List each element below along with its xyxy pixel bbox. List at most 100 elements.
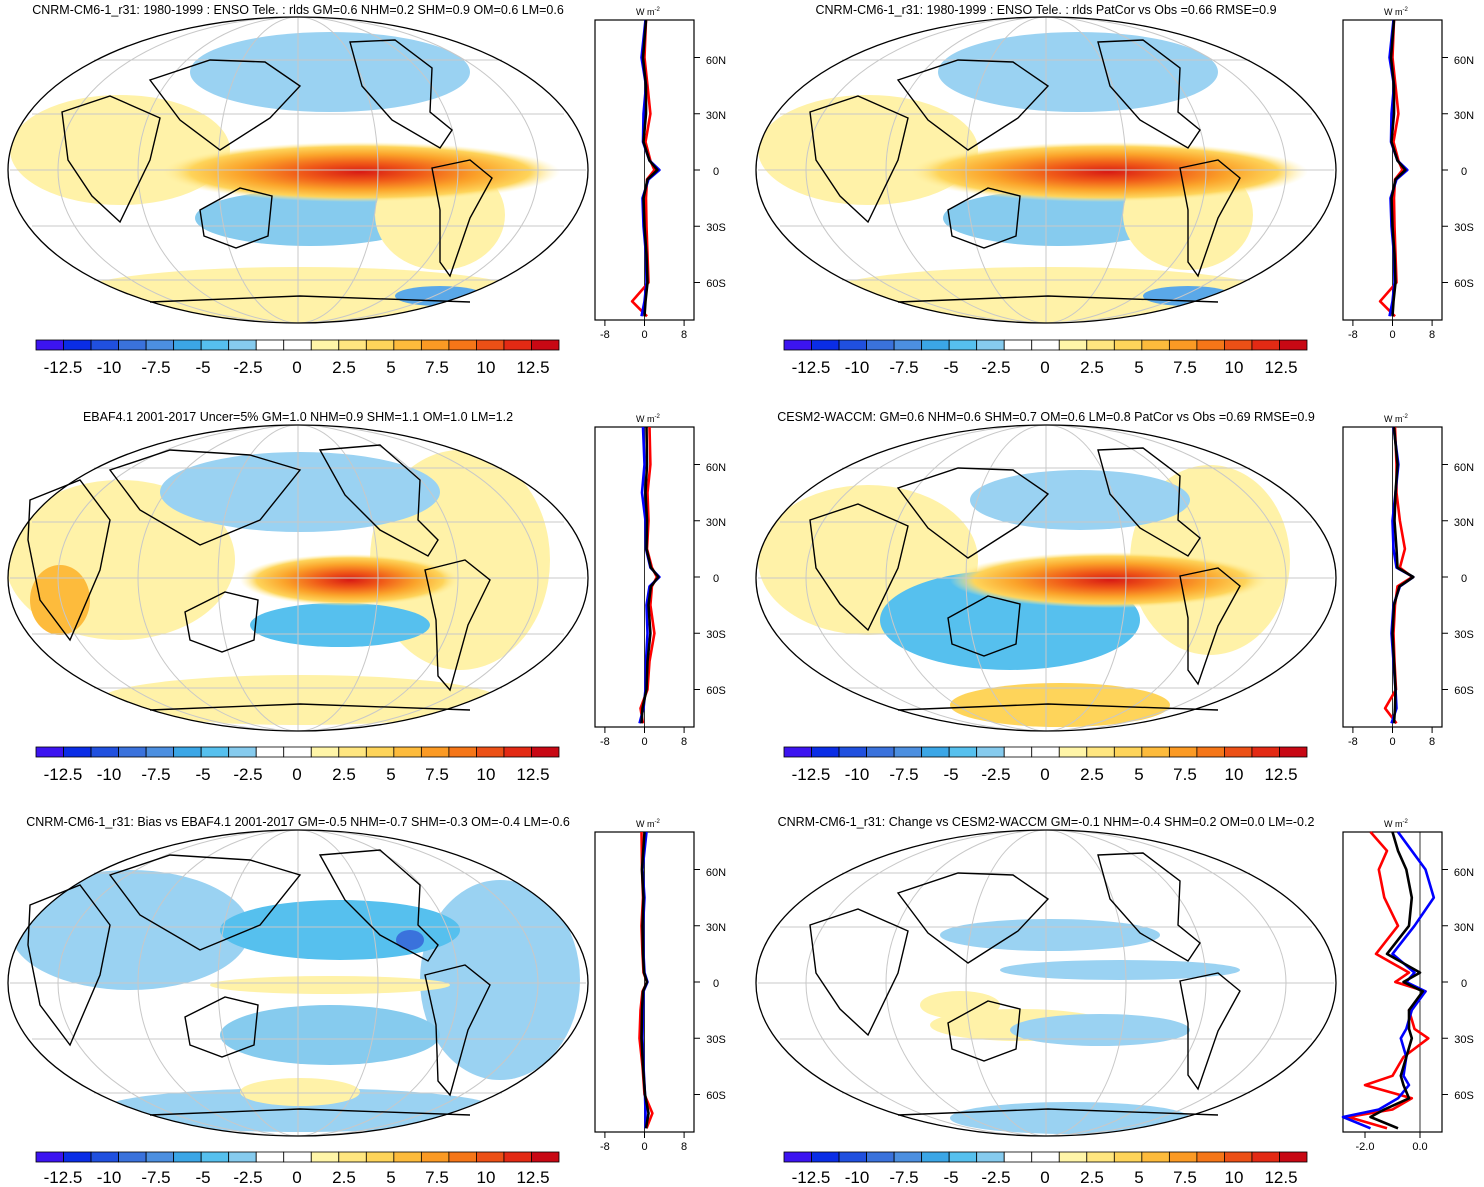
colorbar-box — [393, 746, 422, 758]
profile-series-line — [1391, 426, 1415, 724]
colorbar-box — [173, 1151, 202, 1163]
anomaly-region — [210, 976, 450, 994]
colorbar-box — [90, 339, 119, 351]
colorbar-box — [1058, 1151, 1088, 1163]
lat-tick-label: 60N — [706, 867, 726, 879]
colorbar-label: -12.5 — [44, 358, 83, 377]
colorbar-label: -12.5 — [792, 1168, 831, 1187]
lat-tick-label: 30S — [706, 1034, 726, 1046]
colorbar-box — [531, 339, 560, 351]
colorbar-label: 5 — [386, 1168, 395, 1187]
map-border — [755, 829, 1337, 1137]
colorbar-box — [1141, 339, 1170, 351]
profile-yticks: 60N 30N 0 30S 60S — [1454, 55, 1474, 290]
colorbar-box — [1196, 1151, 1225, 1163]
profile-unit: W m-2 — [636, 819, 660, 829]
colorbar-label: -10 — [97, 358, 122, 377]
colorbar-boxes — [783, 746, 1308, 758]
anomaly-region — [940, 919, 1160, 951]
colorbar-box — [448, 1151, 477, 1163]
colorbar-box — [811, 1151, 840, 1163]
x-tick-label: 0 — [1389, 329, 1395, 341]
colorbar-label: 0 — [1040, 765, 1049, 784]
colorbar-labels: -12.5 -10 -7.5 -5 -2.5 0 2.5 5 7.5 10 12… — [44, 358, 550, 377]
profile-unit: W m-2 — [1384, 7, 1408, 17]
map-border — [7, 16, 589, 324]
panel-title: EBAF4.1 2001-2017 Uncer=5% GM=1.0 NHM=0.… — [83, 410, 513, 424]
colorbar-box — [145, 1151, 175, 1163]
colorbar-box — [283, 1151, 312, 1163]
coastlines — [809, 39, 1241, 303]
lat-tick-label: 30N — [1454, 110, 1474, 122]
colorbar-labels: -12.5 -10 -7.5 -5 -2.5 0 2.5 5 7.5 10 12… — [792, 358, 1298, 377]
colorbar-box — [893, 339, 923, 351]
unit-base: W m — [1384, 414, 1403, 424]
colorbar-label: -10 — [845, 765, 870, 784]
profile-lines — [1383, 426, 1415, 725]
panel-3: EBAF4.1 2001-2017 Uncer=5% GM=1.0 NHM=0.… — [7, 410, 726, 784]
zonal-profile: W m-2 -8 0 8 60N 30N 0 30S 60S — [1342, 414, 1474, 748]
colorbar-label: 2.5 — [332, 765, 356, 784]
anomaly-region — [10, 870, 250, 990]
colorbar-box — [476, 339, 505, 351]
colorbar-box — [118, 746, 147, 758]
profile-xticks: -8 0 8 — [600, 736, 687, 748]
anomaly-region — [420, 880, 580, 1080]
x-tick-label: -8 — [1348, 736, 1358, 748]
colorbar-box — [1224, 1151, 1253, 1163]
colorbar-label: 2.5 — [1080, 765, 1104, 784]
colorbar-box — [1224, 746, 1253, 758]
colorbar-label: 7.5 — [1173, 765, 1197, 784]
colorbar-boxes — [783, 339, 1308, 351]
colorbar-boxes — [35, 746, 560, 758]
anomaly-region — [943, 190, 1173, 246]
anomaly-region — [190, 32, 470, 112]
colorbar-box — [1251, 339, 1280, 351]
profile-lines — [1341, 831, 1436, 1130]
colorbar-box — [1224, 339, 1253, 351]
colorbar-label: 10 — [477, 765, 496, 784]
unit-exponent: -2 — [1403, 819, 1409, 825]
coastlines — [809, 852, 1241, 1116]
colorbar-label: 0 — [292, 765, 301, 784]
colorbar-label: 5 — [386, 765, 395, 784]
unit-base: W m — [636, 414, 655, 424]
map-border — [755, 424, 1337, 732]
colorbar-label: 0 — [292, 1168, 301, 1187]
x-tick-label: 8 — [681, 1141, 687, 1153]
colorbar-box — [448, 746, 477, 758]
colorbar-box — [1058, 746, 1088, 758]
colorbar-label: 12.5 — [1264, 358, 1297, 377]
colorbar-label: -2.5 — [233, 765, 262, 784]
lat-tick-label: 30S — [706, 222, 726, 234]
profile-xticks: -2.0 0.0 — [1356, 1141, 1428, 1153]
x-tick-label: 8 — [681, 329, 687, 341]
colorbar-label: -12.5 — [44, 765, 83, 784]
profile-series-line — [640, 426, 660, 724]
colorbar-box — [1251, 1151, 1280, 1163]
map — [755, 424, 1337, 732]
colorbar-label: 12.5 — [516, 765, 549, 784]
x-tick-label: 0 — [641, 329, 647, 341]
colorbar-box — [365, 339, 395, 351]
colorbar-label: -2.5 — [233, 358, 262, 377]
x-tick-label: -8 — [600, 736, 610, 748]
panel-title: CNRM-CM6-1_r31: Bias vs EBAF4.1 2001-201… — [26, 815, 570, 829]
lat-tick-label: 60N — [1454, 55, 1474, 67]
colorbar-box — [838, 746, 867, 758]
colorbar-box — [255, 1151, 285, 1163]
colorbar-label: -5 — [943, 358, 958, 377]
colorbar-label: 5 — [386, 358, 395, 377]
anomaly-region — [100, 675, 500, 725]
colorbar-box — [921, 746, 950, 758]
coastlines — [809, 447, 1241, 711]
colorbar-box — [1279, 746, 1308, 758]
zonal-profile: W m-2 -8 0 8 60N 30N 0 30S 60S — [594, 414, 726, 748]
colorbar-box — [63, 1151, 92, 1163]
anomaly-region — [396, 930, 424, 950]
colorbar-box — [173, 746, 202, 758]
colorbar-label: 7.5 — [1173, 358, 1197, 377]
panel-title: CNRM-CM6-1_r31: 1980-1999 : ENSO Tele. :… — [815, 3, 1276, 17]
colorbar-box — [1031, 746, 1060, 758]
